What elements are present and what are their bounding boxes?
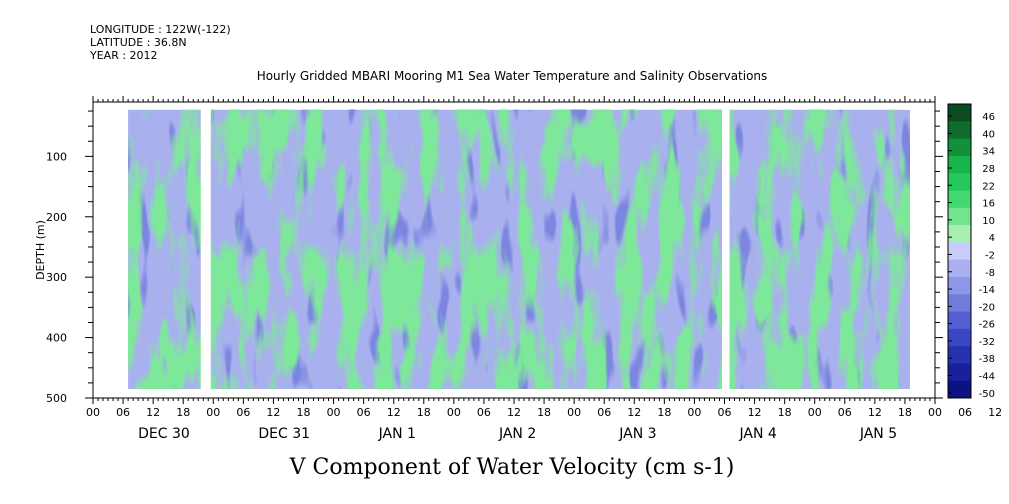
y-tick-label: 100 <box>46 150 67 163</box>
x-tick-label: 12 <box>748 406 762 419</box>
x-tick-label: 18 <box>417 406 431 419</box>
x-tick-label: 00 <box>808 406 822 419</box>
colorbar-swatch <box>948 259 971 278</box>
colorbar-label: 28 <box>982 164 995 175</box>
x-tick-label: 06 <box>597 406 611 419</box>
colorbar-label: -32 <box>979 337 995 348</box>
x-tick-label: 18 <box>657 406 671 419</box>
x-tick-label: 06 <box>357 406 371 419</box>
colorbar-swatch <box>948 138 971 157</box>
y-tick-label: 300 <box>46 271 67 284</box>
x-tick-label: 12 <box>507 406 521 419</box>
colorbar-swatch <box>948 363 971 382</box>
year-label: YEAR : 2012 <box>90 49 158 62</box>
colorbar-label: -38 <box>979 354 995 365</box>
chart-subtitle: V Component of Water Velocity (cm s-1) <box>289 455 735 480</box>
data-gap <box>721 108 730 390</box>
colorbar-frame <box>947 103 972 399</box>
colorbar-swatch <box>948 190 971 209</box>
x-tick-label: 00 <box>86 406 100 419</box>
colorbar-swatch <box>948 155 971 174</box>
colorbar-swatch <box>948 294 971 313</box>
field-green-patches <box>128 109 910 389</box>
colorbar-label: -50 <box>979 389 995 400</box>
x-tick-label: 12 <box>146 406 160 419</box>
x-tick-label: 06 <box>236 406 250 419</box>
colorbar-swatch <box>948 173 971 191</box>
colorbar-swatch <box>948 207 971 226</box>
colorbar-label: -26 <box>979 320 995 331</box>
x-day-label: DEC 30 <box>138 426 190 442</box>
x-tick-label: 12 <box>266 406 280 419</box>
x-tick-label: 12 <box>387 406 401 419</box>
data-gap <box>200 108 211 390</box>
x-tick-label: 18 <box>537 406 551 419</box>
colorbar-label: 22 <box>982 181 995 192</box>
colorbar-label: -20 <box>979 302 995 313</box>
x-tick-label: 18 <box>297 406 311 419</box>
x-tick-label: 12 <box>868 406 882 419</box>
colorbar-swatch <box>948 121 971 140</box>
x-tick-label: 00 <box>327 406 341 419</box>
colorbar-swatch <box>948 328 971 347</box>
x-tick-label: 06 <box>116 406 130 419</box>
colorbar-swatch <box>948 311 971 330</box>
colorbar-swatch <box>948 276 971 295</box>
colorbar-label: 40 <box>982 129 995 140</box>
x-day-label: JAN 4 <box>739 426 777 442</box>
x-tick-label: 06 <box>838 406 852 419</box>
x-day-label: JAN 1 <box>378 426 416 442</box>
y-tick-label: 200 <box>46 211 67 224</box>
colorbar-label: 16 <box>982 199 995 210</box>
colorbar-swatch <box>948 104 971 122</box>
x-tick-label: 06 <box>718 406 732 419</box>
x-tick-label: 18 <box>898 406 912 419</box>
y-tick-label: 400 <box>46 332 67 345</box>
x-tick-label: 00 <box>206 406 220 419</box>
x-tick-label: 12 <box>627 406 641 419</box>
x-tick-label: 06 <box>958 406 972 419</box>
x-tick-label: 18 <box>176 406 190 419</box>
x-day-label: JAN 5 <box>859 426 897 442</box>
colorbar-label: 4 <box>989 233 995 244</box>
x-tick-label: 00 <box>928 406 942 419</box>
x-tick-label: 06 <box>477 406 491 419</box>
colorbar-label: 46 <box>982 112 995 123</box>
x-day-label: JAN 2 <box>498 426 536 442</box>
x-tick-label: 00 <box>567 406 581 419</box>
x-tick-label: 18 <box>778 406 792 419</box>
colorbar: 46 40 34 28 22 16 10 4 -2 -8 -14 -20 -26 -32 -38 -44 -50 <box>947 103 995 400</box>
latitude-label: LATITUDE : 36.8N <box>90 36 187 49</box>
colorbar-swatch <box>948 380 971 399</box>
colorbar-label: -44 <box>979 372 995 383</box>
heatmap-field <box>128 108 910 390</box>
y-axis-label: DEPTH (m) <box>34 220 47 280</box>
colorbar-label: 10 <box>982 216 995 227</box>
colorbar-swatch <box>948 225 971 243</box>
longitude-label: LONGITUDE : 122W(-122) <box>90 23 231 36</box>
y-tick-label: 500 <box>46 392 67 405</box>
colorbar-label: -14 <box>979 285 995 296</box>
x-day-label: DEC 31 <box>258 426 310 442</box>
colorbar-label: -8 <box>985 268 995 279</box>
x-tick-label: 00 <box>687 406 701 419</box>
x-tick-label: 12 <box>988 406 1002 419</box>
plot-axes: 00 06 12 18 00 06 12 18 00 06 12 18 00 06 12 18 00 06 12 18… <box>34 96 1002 442</box>
colorbar-label: 34 <box>982 147 995 158</box>
colorbar-label: -2 <box>985 250 995 261</box>
colorbar-swatch <box>948 242 971 261</box>
x-day-label: JAN 3 <box>618 426 656 442</box>
x-tick-label: 00 <box>447 406 461 419</box>
colorbar-swatch <box>948 346 971 364</box>
chart-title: Hourly Gridded MBARI Mooring M1 Sea Wate… <box>256 69 768 83</box>
